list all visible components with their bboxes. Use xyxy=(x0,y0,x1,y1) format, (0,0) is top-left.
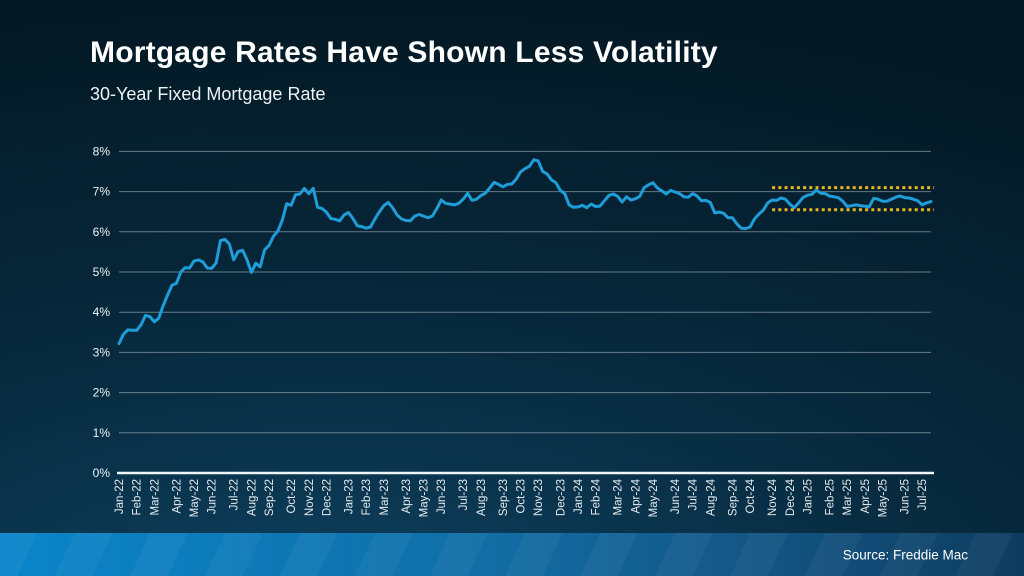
x-axis-tick-label: Jun-25 xyxy=(900,479,912,514)
y-axis-tick-label: 2% xyxy=(93,386,111,400)
x-axis-tick-label: Jan-25 xyxy=(802,479,814,514)
x-axis-tick-label: Sep-22 xyxy=(264,479,276,516)
x-axis-tick-label: Jun-24 xyxy=(670,478,682,514)
x-axis-tick-label: Dec-22 xyxy=(321,479,333,516)
x-axis-tick-label: Oct-22 xyxy=(286,479,298,514)
y-axis-tick-label: 0% xyxy=(93,466,111,480)
x-axis-tick-label: Feb-23 xyxy=(361,479,373,515)
x-axis-tick-label: Oct-23 xyxy=(516,479,528,514)
x-axis-tick-label: Nov-23 xyxy=(533,479,545,516)
x-axis-tick-label: Mar-24 xyxy=(613,478,625,515)
x-axis-tick-label: May-24 xyxy=(648,478,660,517)
y-axis-tick-label: 7% xyxy=(93,185,111,199)
y-axis-tick-label: 4% xyxy=(93,305,111,319)
x-axis-tick-label: Jan-22 xyxy=(114,479,126,514)
x-axis-tick-label: Feb-25 xyxy=(825,479,837,515)
x-axis-tick-label: Apr-24 xyxy=(630,478,642,513)
footer-bar: Source: Freddie Mac xyxy=(0,533,1024,576)
x-axis-tick-label: Sep-23 xyxy=(498,479,510,516)
x-axis-tick-label: May-25 xyxy=(877,479,889,517)
x-axis-tick-label: Jul-22 xyxy=(229,479,241,510)
x-axis-tick-label: Feb-22 xyxy=(132,479,144,515)
x-axis-tick-label: Mar-25 xyxy=(842,479,854,515)
x-axis-tick-label: Nov-24 xyxy=(767,478,779,516)
source-credit: Source: Freddie Mac xyxy=(842,547,968,562)
x-axis-tick-label: Dec-23 xyxy=(555,479,567,516)
x-axis-tick-label: Sep-24 xyxy=(727,478,739,516)
page-title: Mortgage Rates Have Shown Less Volatilit… xyxy=(90,36,718,69)
x-axis-tick-label: Jul-24 xyxy=(688,478,700,510)
x-axis-tick-label: Jan-23 xyxy=(343,479,355,514)
x-axis-tick-label: Jul-25 xyxy=(917,479,929,510)
x-axis-tick-label: May-22 xyxy=(189,479,201,517)
x-axis-tick-label: Apr-22 xyxy=(171,479,183,514)
x-axis-tick-label: Oct-24 xyxy=(745,478,757,513)
x-axis-tick-label: Feb-24 xyxy=(591,478,603,515)
y-axis-tick-label: 6% xyxy=(93,225,111,239)
x-axis-tick-label: Mar-22 xyxy=(149,479,161,515)
x-axis-tick-label: Jun-22 xyxy=(207,479,219,514)
rate-line xyxy=(117,158,933,346)
y-axis-tick-label: 1% xyxy=(93,426,111,440)
x-axis-tick-label: May-23 xyxy=(419,479,431,517)
x-axis-tick-label: Aug-22 xyxy=(246,479,258,516)
x-axis-tick-label: Nov-22 xyxy=(304,479,316,516)
x-axis-tick-label: Apr-25 xyxy=(860,479,872,514)
x-axis-tick-label: Mar-23 xyxy=(379,479,391,515)
y-axis-tick-label: 5% xyxy=(93,265,111,279)
x-axis-tick-label: Dec-24 xyxy=(785,478,797,516)
x-axis-tick-label: Apr-23 xyxy=(401,479,413,514)
x-axis-tick-label: Aug-23 xyxy=(476,479,488,516)
y-axis-tick-label: 8% xyxy=(93,144,111,158)
x-axis-tick-label: Jan-24 xyxy=(573,478,585,514)
x-axis-tick-label: Jul-23 xyxy=(458,479,470,510)
chart-subtitle: 30-Year Fixed Mortgage Rate xyxy=(90,84,326,104)
x-axis-tick-label: Aug-24 xyxy=(705,478,717,516)
y-axis-tick-label: 3% xyxy=(93,345,111,359)
x-axis-tick-label: Jun-23 xyxy=(436,479,448,514)
